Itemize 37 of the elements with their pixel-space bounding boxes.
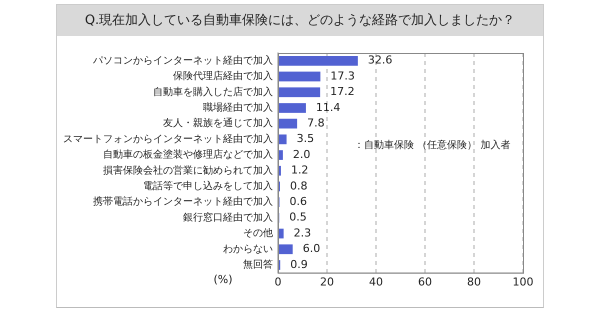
x-tick-label: 20 <box>320 275 334 288</box>
y-tick-label: 職場経由で加入 <box>203 102 273 114</box>
y-tick-label: 損害保険会社の営業に勧められて加入 <box>103 164 273 176</box>
data-label: 32.6 <box>368 54 392 67</box>
data-label: 11.4 <box>316 100 340 114</box>
y-tick-label: 自動車の板金塗装や修理店などで加入 <box>103 148 273 161</box>
y-tick-label: 銀行窓口経由で加入 <box>183 211 273 224</box>
data-label: 2.0 <box>292 148 310 161</box>
y-tick-label: スマートフォンからインターネット経由で加入 <box>63 132 273 145</box>
y-tick-label: 電話等で申し込みをして加入 <box>143 180 273 192</box>
y-tick-label: 友人・親族を通じて加入 <box>163 117 273 130</box>
y-tick-label: 携帯電話からインターネット経由で加入 <box>93 196 273 208</box>
x-tick-label: 100 <box>512 275 534 288</box>
y-tick-label: わからない <box>223 244 273 255</box>
y-tick-label: 無回答 <box>243 258 273 271</box>
data-label: 0.9 <box>290 258 308 271</box>
data-label: 0.8 <box>290 179 308 192</box>
chart-title: Q.現在加入している自動車保険には、どのような経路で加入しましたか？ <box>57 5 543 36</box>
data-label: 6.0 <box>302 242 320 256</box>
x-axis-title: (%) <box>213 272 233 286</box>
data-label: 7.8 <box>307 116 325 130</box>
data-label: 17.3 <box>330 69 355 82</box>
data-label: 0.6 <box>289 195 307 208</box>
x-tick-label: 60 <box>418 275 432 288</box>
x-tick-label: 0 <box>274 275 282 288</box>
data-label: 2.3 <box>294 226 312 240</box>
x-tick-label: 40 <box>369 275 383 288</box>
data-label: 17.2 <box>330 85 355 98</box>
data-label: 0.5 <box>289 210 307 224</box>
x-tick-label: 80 <box>467 275 481 288</box>
data-label: 1.2 <box>290 164 308 177</box>
y-tick-label: 自動車を購入した店で加入 <box>153 86 273 98</box>
y-tick-label: 保険代理店経由で加入 <box>173 70 273 82</box>
y-tick-label: パソコンからインターネット経由で加入 <box>92 54 273 66</box>
data-label: 3.5 <box>296 132 314 146</box>
annotation: ：自動車保険 （任意保険） 加入者 <box>354 138 510 151</box>
y-tick-label: その他 <box>243 227 273 240</box>
